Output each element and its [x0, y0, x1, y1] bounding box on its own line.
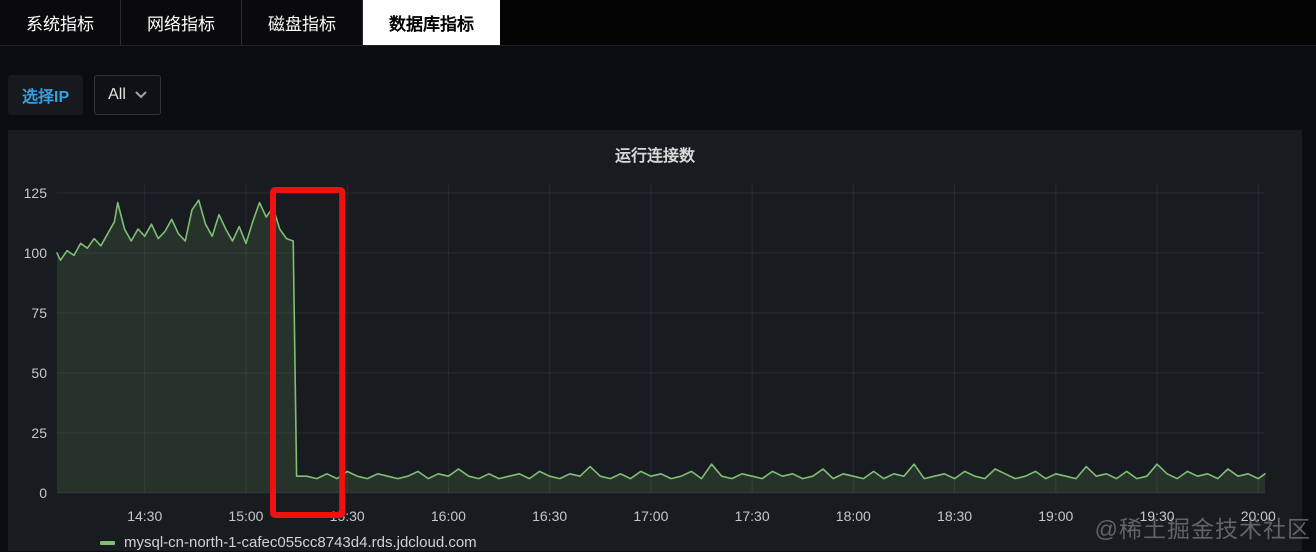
select-ip-button[interactable]: 选择IP [8, 75, 84, 115]
y-tick-label: 125 [24, 185, 48, 201]
metric-tab-bar: 系统指标 网络指标 磁盘指标 数据库指标 [0, 0, 1316, 46]
chevron-down-icon [135, 91, 147, 99]
x-tick-label: 17:00 [633, 508, 668, 524]
x-tick-label: 16:00 [431, 508, 466, 524]
x-tick-label: 15:00 [228, 508, 263, 524]
x-tick-label: 18:30 [937, 508, 972, 524]
tab-network-metrics[interactable]: 网络指标 [121, 0, 242, 45]
tab-system-metrics[interactable]: 系统指标 [0, 0, 121, 45]
series-area-fill [57, 200, 1265, 493]
y-tick-label: 50 [31, 365, 47, 381]
x-tick-label: 20:00 [1241, 508, 1276, 524]
tab-disk-metrics[interactable]: 磁盘指标 [242, 0, 363, 45]
ip-dropdown-value: All [108, 86, 126, 103]
tab-database-metrics[interactable]: 数据库指标 [363, 0, 500, 45]
tab-label: 系统指标 [26, 15, 94, 34]
legend-item-mysql-instance[interactable]: mysql-cn-north-1-cafec055cc8743d4.rds.jd… [100, 534, 477, 551]
legend-series-color-swatch [100, 540, 115, 545]
legend-series-label: mysql-cn-north-1-cafec055cc8743d4.rds.jd… [124, 534, 477, 551]
tab-label: 磁盘指标 [268, 15, 336, 34]
x-tick-label: 19:00 [1038, 508, 1073, 524]
x-tick-label: 18:00 [836, 508, 871, 524]
select-ip-label: 选择IP [22, 89, 70, 106]
panel-title[interactable]: 运行连接数 [614, 148, 695, 165]
x-tick-label: 14:30 [127, 508, 162, 524]
x-tick-label: 16:30 [532, 508, 567, 524]
series-line [56, 199, 1266, 480]
x-tick-label: 17:30 [735, 508, 770, 524]
tab-label: 网络指标 [147, 15, 215, 34]
y-tick-label: 100 [24, 245, 48, 261]
y-tick-label: 25 [31, 425, 47, 441]
connections-panel: 运行连接数 0 25 50 75 100 125 14:30 15:00 15:30 16:00 1… [8, 130, 1302, 551]
filter-row: 选择IP All [8, 75, 1316, 115]
x-tick-label: 19:30 [1139, 508, 1174, 524]
y-tick-label: 0 [39, 485, 47, 501]
y-tick-label: 75 [31, 305, 47, 321]
ip-dropdown[interactable]: All [94, 75, 161, 115]
tab-label: 数据库指标 [389, 15, 474, 34]
annotation-rect-connection-drop [270, 187, 346, 518]
